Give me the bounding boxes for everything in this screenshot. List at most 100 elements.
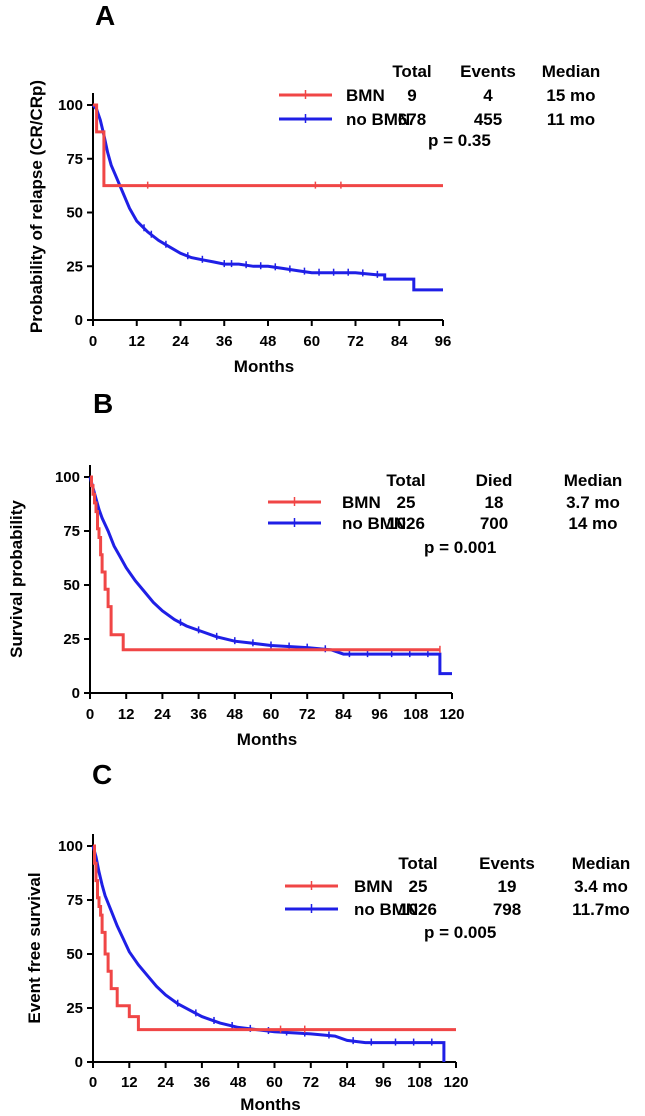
x-tick-label: 84 (335, 706, 352, 723)
row-total: 25 (397, 493, 416, 512)
panel-a: A 0 12 24 36 48 60 72 84 96 0 25 50 75 100 Months Probab… (27, 0, 600, 376)
y-axis-title: Event free survival (25, 872, 44, 1023)
y-axis-title: Survival probability (7, 500, 26, 658)
x-tick-label: 72 (302, 1074, 319, 1091)
y-tick-label: 0 (75, 1054, 83, 1071)
x-tick-label: 60 (303, 333, 320, 350)
row-total: 1026 (387, 514, 425, 533)
series-line-bmn (93, 844, 456, 1032)
row-median: 15 mo (546, 86, 595, 105)
legend-label-bmn: BMN (354, 877, 393, 896)
y-tick-label: 75 (66, 151, 83, 168)
row-total: 1026 (399, 900, 437, 919)
x-tick-label: 36 (194, 1074, 211, 1091)
row-median: 11.7mo (572, 900, 630, 919)
y-axis-title: Probability of relapse (CR/CRp) (27, 80, 46, 333)
table-header: Total (386, 471, 425, 490)
y-tick-label: 25 (66, 1000, 83, 1017)
table-header: Total (398, 854, 437, 873)
panel-letter: B (93, 388, 113, 419)
table-header: Died (476, 471, 513, 490)
x-tick-label: 108 (407, 1074, 432, 1091)
legend-label-no-bmn: no BMN (346, 110, 410, 129)
table-header: Events (479, 854, 535, 873)
row-total: 9 (407, 86, 416, 105)
x-tick-label: 12 (118, 706, 135, 723)
panel-letter: A (95, 0, 115, 31)
x-tick-label: 72 (299, 706, 316, 723)
y-tick-label: 25 (63, 631, 80, 648)
p-value: p = 0.001 (424, 538, 496, 557)
x-tick-label: 24 (157, 1074, 174, 1091)
y-tick-label: 75 (63, 523, 80, 540)
p-value: p = 0.35 (428, 131, 491, 150)
legend-label-no-bmn: no BMN (342, 514, 406, 533)
row-events: 455 (474, 110, 502, 129)
series-line-bmn (93, 103, 443, 188)
y-tick-label: 100 (55, 469, 80, 486)
x-tick-label: 120 (443, 1074, 468, 1091)
x-tick-label: 72 (347, 333, 364, 350)
x-tick-label: 48 (226, 706, 243, 723)
x-tick-label: 48 (230, 1074, 247, 1091)
x-tick-label: 84 (391, 333, 408, 350)
panel-c: C 0 12 24 36 48 60 72 84 96 108 120 0 25 50 75 100 Months… (25, 759, 630, 1114)
series-line-no-bmn (91, 845, 446, 1062)
x-tick-label: 96 (435, 333, 452, 350)
y-tick-label: 50 (63, 577, 80, 594)
row-total: 678 (398, 110, 426, 129)
series-line-bmn (90, 475, 440, 652)
legend-label-bmn: BMN (346, 86, 385, 105)
y-tick-label: 50 (66, 946, 83, 963)
x-axis-title: Months (237, 730, 297, 749)
x-tick-label: 60 (263, 706, 280, 723)
panel-b: B 0 12 24 36 48 60 72 84 96 108 120 0 25 50 75 100 Months… (7, 388, 622, 749)
row-events: 798 (493, 900, 521, 919)
x-tick-label: 0 (86, 706, 94, 723)
x-tick-label: 60 (266, 1074, 283, 1091)
x-tick-label: 48 (260, 333, 277, 350)
y-tick-label: 75 (66, 892, 83, 909)
panel-letter: C (92, 759, 112, 790)
x-tick-label: 36 (190, 706, 207, 723)
table-header: Median (572, 854, 631, 873)
legend-label-bmn: BMN (342, 493, 381, 512)
row-events: 700 (480, 514, 508, 533)
table-header: Events (460, 62, 516, 81)
table-header: Median (564, 471, 623, 490)
row-events: 19 (498, 877, 517, 896)
x-tick-label: 96 (375, 1074, 392, 1091)
table-header: Total (392, 62, 431, 81)
row-median: 11 mo (547, 110, 595, 129)
row-median: 14 mo (568, 514, 617, 533)
x-tick-label: 0 (89, 333, 97, 350)
x-tick-label: 96 (371, 706, 388, 723)
x-tick-label: 0 (89, 1074, 97, 1091)
legend-label-no-bmn: no BMN (354, 900, 418, 919)
x-axis-title: Months (234, 357, 294, 376)
row-total: 25 (409, 877, 428, 896)
series-line-no-bmn (91, 104, 443, 292)
row-events: 4 (483, 86, 493, 105)
row-median: 3.4 mo (574, 877, 628, 896)
row-events: 18 (485, 493, 504, 512)
x-tick-label: 24 (154, 706, 171, 723)
x-tick-label: 12 (128, 333, 145, 350)
x-tick-label: 120 (439, 706, 464, 723)
y-tick-label: 50 (66, 205, 83, 222)
x-tick-label: 24 (172, 333, 189, 350)
x-tick-label: 12 (121, 1074, 138, 1091)
x-tick-label: 36 (216, 333, 233, 350)
y-tick-label: 100 (58, 97, 83, 114)
x-tick-label: 84 (339, 1074, 356, 1091)
x-axis-title: Months (240, 1095, 300, 1114)
y-tick-label: 0 (75, 312, 83, 329)
y-tick-label: 0 (72, 685, 80, 702)
table-header: Median (542, 62, 601, 81)
row-median: 3.7 mo (566, 493, 620, 512)
y-tick-label: 25 (66, 258, 83, 275)
y-tick-label: 100 (58, 838, 83, 855)
x-tick-label: 108 (403, 706, 428, 723)
p-value: p = 0.005 (424, 923, 496, 942)
